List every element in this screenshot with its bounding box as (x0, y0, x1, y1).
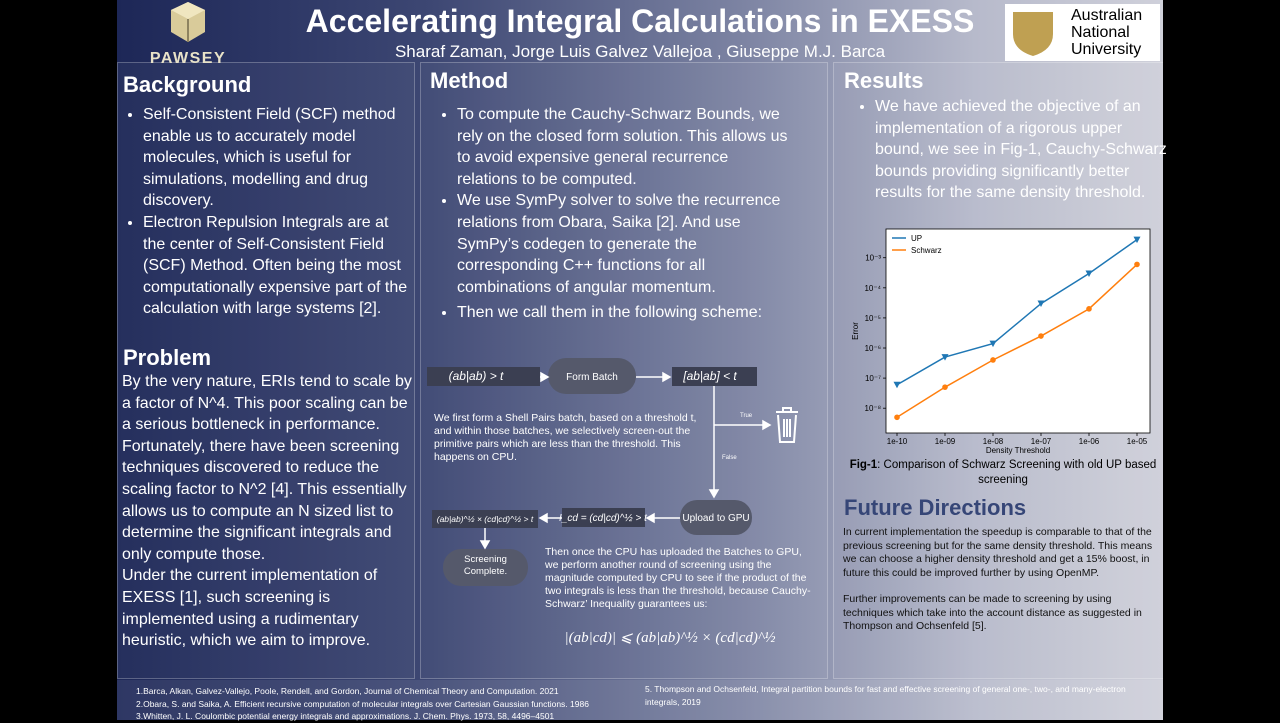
node-box (562, 508, 645, 527)
caption-label: Fig-1 (849, 459, 878, 471)
references-right: 5. Thompson and Ochsenfeld, Integral par… (645, 683, 1155, 708)
node-box (427, 367, 540, 386)
chart: 10⁻⁸ 10⁻⁷ 10⁻⁶ 10⁻⁵ 10⁻⁴ 10⁻³ 1e-10 1e-09 1e-08 1… (851, 228, 1151, 455)
section-heading: Problem (123, 345, 212, 370)
figure-caption: Fig-1: Comparison of Schwarz Screening w… (843, 458, 1163, 488)
pawsey-logo (171, 2, 205, 42)
legend-label: Schwarz (911, 246, 942, 255)
section-heading: Background (123, 72, 252, 97)
section-heading: Future Directions (844, 495, 1027, 520)
node-label: Upload to GPU (682, 513, 749, 524)
data-point (942, 384, 948, 390)
x-axis-label: Density Threshold (986, 446, 1050, 455)
node-label: [ab|ab] < t (682, 369, 737, 383)
paragraph: Further improvements can be made to scre… (843, 593, 1142, 632)
reference: 1.Barca, Alkan, Galvez-Vallejo, Poole, R… (136, 686, 559, 696)
anu-line: University (1071, 41, 1141, 58)
references-left: 1.Barca, Alkan, Galvez-Vallejo, Poole, R… (136, 685, 616, 723)
caption-text: : Comparison of Schwarz Screening with o… (877, 459, 1157, 486)
y-tick-label: 10⁻³ (865, 254, 881, 263)
bullet: To compute the Cauchy-Schwarz Bounds, we… (457, 104, 792, 190)
method-list: To compute the Cauchy-Schwarz Bounds, we… (435, 104, 792, 324)
series-line (896, 263, 1138, 418)
node-pill (680, 500, 752, 535)
x-tick-label: 1e-06 (1079, 437, 1100, 446)
x-tick-label: 1e-07 (1031, 437, 1052, 446)
anu-line: Australian (1071, 7, 1142, 24)
data-point (990, 357, 996, 363)
section-heading: Results (844, 68, 924, 93)
problem-text: By the very nature, ERIs tend to scale b… (122, 371, 414, 652)
data-point (1134, 261, 1140, 268)
data-point (1086, 306, 1092, 312)
flow-diagram: (ab|ab) > t Form Batch [ab|ab] < t Uploa… (427, 358, 798, 586)
anu-line: National (1071, 24, 1130, 41)
reference: 2.Obara, S. and Saika, A. Efficient recu… (136, 698, 589, 709)
node-pill (548, 358, 636, 394)
y-tick-label: 10⁻⁵ (865, 314, 881, 323)
pawsey-label: PAWSEY (150, 50, 226, 67)
authors: Sharaf Zaman, Jorge Luis Galvez Vallejoa… (394, 42, 886, 61)
results-list: We have achieved the objective of an imp… (853, 96, 1175, 204)
data-point (1037, 300, 1045, 308)
x-tick-label: 1e-08 (983, 437, 1004, 446)
y-tick-label: 10⁻⁸ (865, 404, 882, 413)
legend-label: UP (911, 234, 922, 243)
footer-band (117, 680, 1163, 720)
y-tick-label: 10⁻⁷ (865, 374, 881, 383)
paragraph: By the very nature, ERIs tend to scale b… (122, 373, 412, 563)
left-panel (117, 62, 415, 679)
data-point (941, 354, 949, 361)
node-box (672, 367, 757, 386)
x-tick-label: 1e-05 (1127, 437, 1148, 446)
x-tick-label: 1e-10 (887, 437, 908, 446)
node-label: (ab|ab) > t (449, 369, 504, 383)
diagram-note: Then once the CPU has uploaded the Batch… (545, 546, 811, 610)
reference: 3.Whitten, J. L. Coulombic potential ene… (136, 711, 555, 721)
y-tick-label: 10⁻⁴ (864, 284, 881, 293)
data-point (1085, 270, 1093, 277)
title: Accelerating Integral Calculations in EX… (305, 3, 975, 39)
bullet: Then we call them in the following schem… (457, 302, 792, 324)
y-axis-label: Error (851, 322, 860, 340)
node-label: (ab|ab)^½ × (cd|cd)^½ > t (437, 514, 534, 524)
arrows (479, 371, 772, 550)
bullet: We use SymPy solver to solve the recurre… (457, 190, 792, 298)
future-text: In current implementation the speedup is… (843, 526, 1155, 634)
diagram-note: We first form a Shell Pairs batch, based… (434, 412, 697, 463)
node-label: Form Batch (566, 372, 618, 383)
x-tick-label: 1e-09 (935, 437, 956, 446)
plot-area (885, 228, 1151, 434)
data-point (989, 340, 997, 348)
bullet: Electron Repulsion Integrals are at the … (143, 212, 411, 320)
data-point (1038, 333, 1044, 339)
edge-label: True (740, 413, 753, 419)
series-line (896, 238, 1138, 386)
section-heading: Method (430, 68, 509, 93)
bullet: We have achieved the objective of an imp… (875, 96, 1175, 204)
y-tick-label: 10⁻⁶ (865, 344, 881, 353)
paragraph: Under the current implementation of EXES… (122, 567, 378, 650)
trash-icon (776, 407, 798, 443)
paragraph: In current implementation the speedup is… (843, 526, 1153, 579)
bullet: Self-Consistent Field (SCF) method enabl… (143, 104, 411, 212)
node-label: I_cd = (cd|cd)^½ > t (559, 513, 648, 524)
node-pill (443, 549, 528, 586)
node-label-box: Screening Complete. (463, 554, 508, 577)
background-list: Self-Consistent Field (SCF) method enabl… (121, 104, 411, 320)
reference: 5. Thompson and Ochsenfeld, Integral par… (645, 684, 1126, 707)
edge-label: False (722, 455, 737, 461)
formula: |(ab|cd)| ⩽ (ab|ab)^½ × (cd|cd)^½ (564, 630, 776, 646)
anu-crest (1013, 12, 1053, 56)
node-label: Screening Complete. (463, 554, 508, 577)
data-point (894, 414, 900, 421)
data-point (1133, 236, 1141, 244)
node-box (432, 510, 538, 528)
data-point (893, 381, 901, 389)
